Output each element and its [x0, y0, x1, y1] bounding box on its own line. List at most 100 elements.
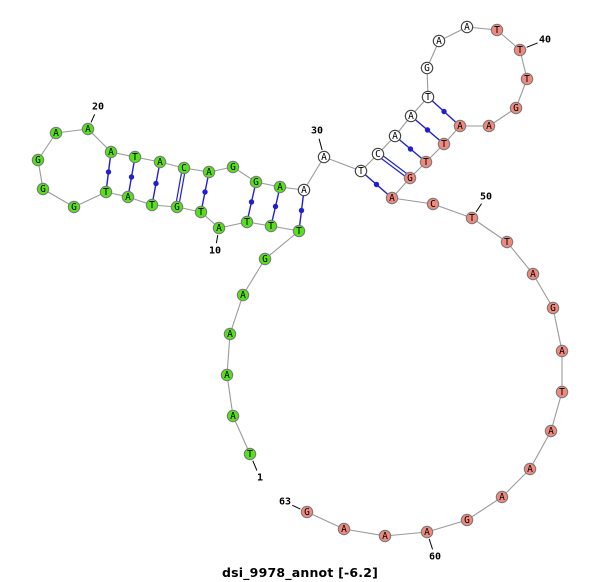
nucleotide: T — [292, 224, 306, 238]
base-pair-dot-icon — [153, 180, 159, 187]
label-tick — [215, 235, 219, 244]
base-pair-double-bond — [376, 154, 410, 180]
nucleotide: G — [170, 200, 184, 214]
backbone-segment — [384, 531, 428, 537]
nucleotide-circle — [67, 200, 81, 214]
base-letter: A — [486, 121, 492, 132]
base-letter: A — [108, 147, 114, 158]
nucleotide-circle — [202, 165, 216, 179]
nucleotide-circle — [292, 224, 306, 238]
nucleotide: T — [243, 447, 257, 461]
nucleotide: A — [153, 155, 167, 169]
position-label: 50 — [480, 192, 492, 203]
nucleotide: A — [212, 221, 226, 235]
label-tick — [90, 114, 96, 123]
base-letter: A — [85, 124, 91, 135]
nucleotide: G — [258, 252, 272, 266]
nucleotide-circle — [453, 119, 467, 133]
base-letter: G — [40, 184, 46, 195]
nucleotide: T — [419, 155, 433, 169]
nucleotide-circle — [378, 529, 392, 543]
base-pair-dot-icon — [105, 169, 112, 175]
backbone-segment — [550, 391, 563, 432]
backbone-segment — [242, 258, 266, 296]
nucleotide: T — [194, 205, 208, 219]
nucleotide: A — [432, 34, 446, 48]
nucleotide-circle — [81, 122, 95, 136]
backbone-segment — [532, 273, 554, 309]
backbone-segment — [506, 241, 534, 275]
base-letter: T — [425, 92, 431, 103]
backbone-segment — [529, 430, 552, 470]
nucleotide-circle — [212, 221, 226, 235]
nucleotide-circle — [243, 447, 257, 461]
nucleotide: G — [249, 175, 263, 189]
nucleotide-circle — [490, 23, 504, 37]
nucleotide: G — [546, 301, 560, 315]
base-letter: T — [358, 166, 364, 177]
base-letter: T — [504, 237, 510, 248]
backbone-segment — [323, 156, 362, 172]
nucleotide-circle — [555, 344, 569, 358]
nucleotide-circle — [177, 161, 191, 175]
plot-title: dsi_9978_annot [-6.2] — [221, 565, 379, 580]
nucleotide: T — [421, 90, 435, 104]
nucleotide-circle — [121, 190, 135, 204]
nucleotide: G — [509, 101, 523, 115]
base-letter: A — [464, 22, 470, 33]
nucleotide-circle — [520, 72, 534, 86]
base-letter: G — [513, 103, 519, 114]
base-letter: A — [240, 290, 246, 301]
nucleotide-circle — [258, 252, 272, 266]
nucleotide-circle — [31, 153, 45, 167]
base-letter: G — [174, 202, 180, 213]
base-letter: C — [375, 149, 381, 160]
nucleotide-circle — [49, 126, 63, 140]
backbone-segment — [303, 156, 325, 191]
nucleotide-circle — [555, 385, 569, 399]
backbone-segment — [426, 519, 468, 533]
nucleotide-circle — [403, 171, 417, 185]
position-label: 10 — [209, 246, 221, 257]
base-pair-double-bond — [177, 168, 187, 208]
base-letter: G — [464, 515, 470, 526]
base-letter: T — [149, 200, 155, 211]
base-letter: A — [125, 192, 131, 203]
nucleotide: C — [371, 147, 385, 161]
backbone-segment — [232, 415, 251, 455]
base-letter: A — [527, 464, 533, 475]
base-pair-dot-icon — [128, 174, 135, 180]
backbone-segment — [343, 528, 386, 537]
position-label: 30 — [311, 126, 323, 137]
nucleotide: A — [226, 409, 240, 423]
backbone-segment — [432, 203, 473, 219]
nucleotide: T — [99, 185, 113, 199]
base-letter: G — [424, 63, 430, 74]
nucleotide: G — [31, 153, 45, 167]
nucleotide-circle — [236, 288, 250, 302]
base-letter: A — [206, 167, 212, 178]
nucleotide: A — [297, 183, 311, 197]
nucleotide-circle — [509, 101, 523, 115]
base-letter: A — [157, 157, 163, 168]
backbone-segment — [226, 374, 234, 417]
base-letter: T — [268, 221, 274, 232]
base-letter: A — [341, 524, 347, 535]
base-letter: A — [53, 128, 59, 139]
position-labels-layer: 1 10 20 30 40 50 60 63 — [90, 35, 551, 563]
position-label: 63 — [279, 497, 291, 508]
nucleotide: T — [264, 219, 278, 233]
nucleotide: A — [121, 190, 135, 204]
base-letter: A — [548, 426, 554, 437]
base-letter: T — [469, 213, 475, 224]
nucleotide-circle — [426, 197, 440, 211]
nucleotide: G — [226, 160, 240, 174]
backbone-segment — [306, 511, 345, 530]
base-pair-dot-icon — [407, 146, 414, 152]
nucleotide: G — [420, 61, 434, 75]
base-letter: C — [181, 163, 187, 174]
base-pair-dot-icon — [272, 203, 279, 210]
nucleotide: A — [404, 109, 418, 123]
position-label: 60 — [429, 552, 441, 563]
nucleotide-circle — [99, 185, 113, 199]
